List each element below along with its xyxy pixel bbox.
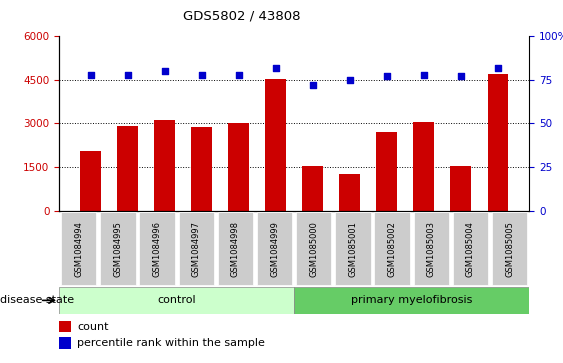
Text: percentile rank within the sample: percentile rank within the sample: [77, 338, 265, 348]
Text: GSM1084999: GSM1084999: [270, 221, 279, 277]
FancyBboxPatch shape: [59, 287, 294, 314]
Bar: [377, 131, 397, 211]
Text: count: count: [77, 322, 109, 332]
FancyBboxPatch shape: [178, 212, 214, 285]
Bar: [488, 74, 508, 211]
Text: GSM1084994: GSM1084994: [74, 221, 83, 277]
Text: GSM1085005: GSM1085005: [505, 221, 514, 277]
Bar: [118, 126, 138, 211]
FancyBboxPatch shape: [100, 212, 136, 285]
FancyBboxPatch shape: [294, 287, 529, 314]
Point: [419, 72, 428, 78]
Bar: [191, 127, 212, 211]
Text: GSM1084997: GSM1084997: [192, 221, 201, 277]
Text: GSM1085001: GSM1085001: [348, 221, 358, 277]
Text: GSM1085000: GSM1085000: [309, 221, 318, 277]
Bar: [302, 166, 323, 211]
Bar: [154, 120, 175, 211]
Text: GSM1085002: GSM1085002: [387, 221, 396, 277]
Point: [197, 72, 206, 78]
Text: disease state: disease state: [0, 295, 74, 305]
Text: GSM1084996: GSM1084996: [153, 221, 162, 277]
Point: [234, 72, 243, 78]
Point: [308, 82, 317, 88]
Point: [456, 73, 465, 79]
FancyBboxPatch shape: [414, 212, 449, 285]
FancyBboxPatch shape: [374, 212, 410, 285]
Point: [493, 65, 502, 70]
Text: GSM1085004: GSM1085004: [466, 221, 475, 277]
Point: [160, 68, 169, 74]
Text: control: control: [157, 295, 196, 305]
FancyBboxPatch shape: [140, 212, 175, 285]
FancyBboxPatch shape: [492, 212, 528, 285]
Point: [345, 77, 354, 83]
Text: GDS5802 / 43808: GDS5802 / 43808: [184, 9, 301, 22]
Text: primary myelofibrosis: primary myelofibrosis: [351, 295, 472, 305]
Text: GSM1085003: GSM1085003: [427, 221, 436, 277]
Bar: [266, 79, 286, 211]
FancyBboxPatch shape: [61, 212, 96, 285]
Bar: [59, 337, 71, 348]
FancyBboxPatch shape: [296, 212, 332, 285]
Bar: [339, 174, 360, 211]
FancyBboxPatch shape: [336, 212, 370, 285]
FancyBboxPatch shape: [453, 212, 488, 285]
Bar: [81, 151, 101, 211]
Bar: [59, 321, 71, 333]
Bar: [450, 166, 471, 211]
Bar: [229, 123, 249, 211]
Text: GSM1084995: GSM1084995: [113, 221, 122, 277]
Text: GSM1084998: GSM1084998: [231, 221, 240, 277]
Point: [86, 72, 95, 78]
Point: [123, 72, 132, 78]
FancyBboxPatch shape: [257, 212, 292, 285]
FancyBboxPatch shape: [218, 212, 253, 285]
Bar: [413, 122, 434, 211]
Point: [382, 73, 391, 79]
Point: [271, 65, 280, 70]
